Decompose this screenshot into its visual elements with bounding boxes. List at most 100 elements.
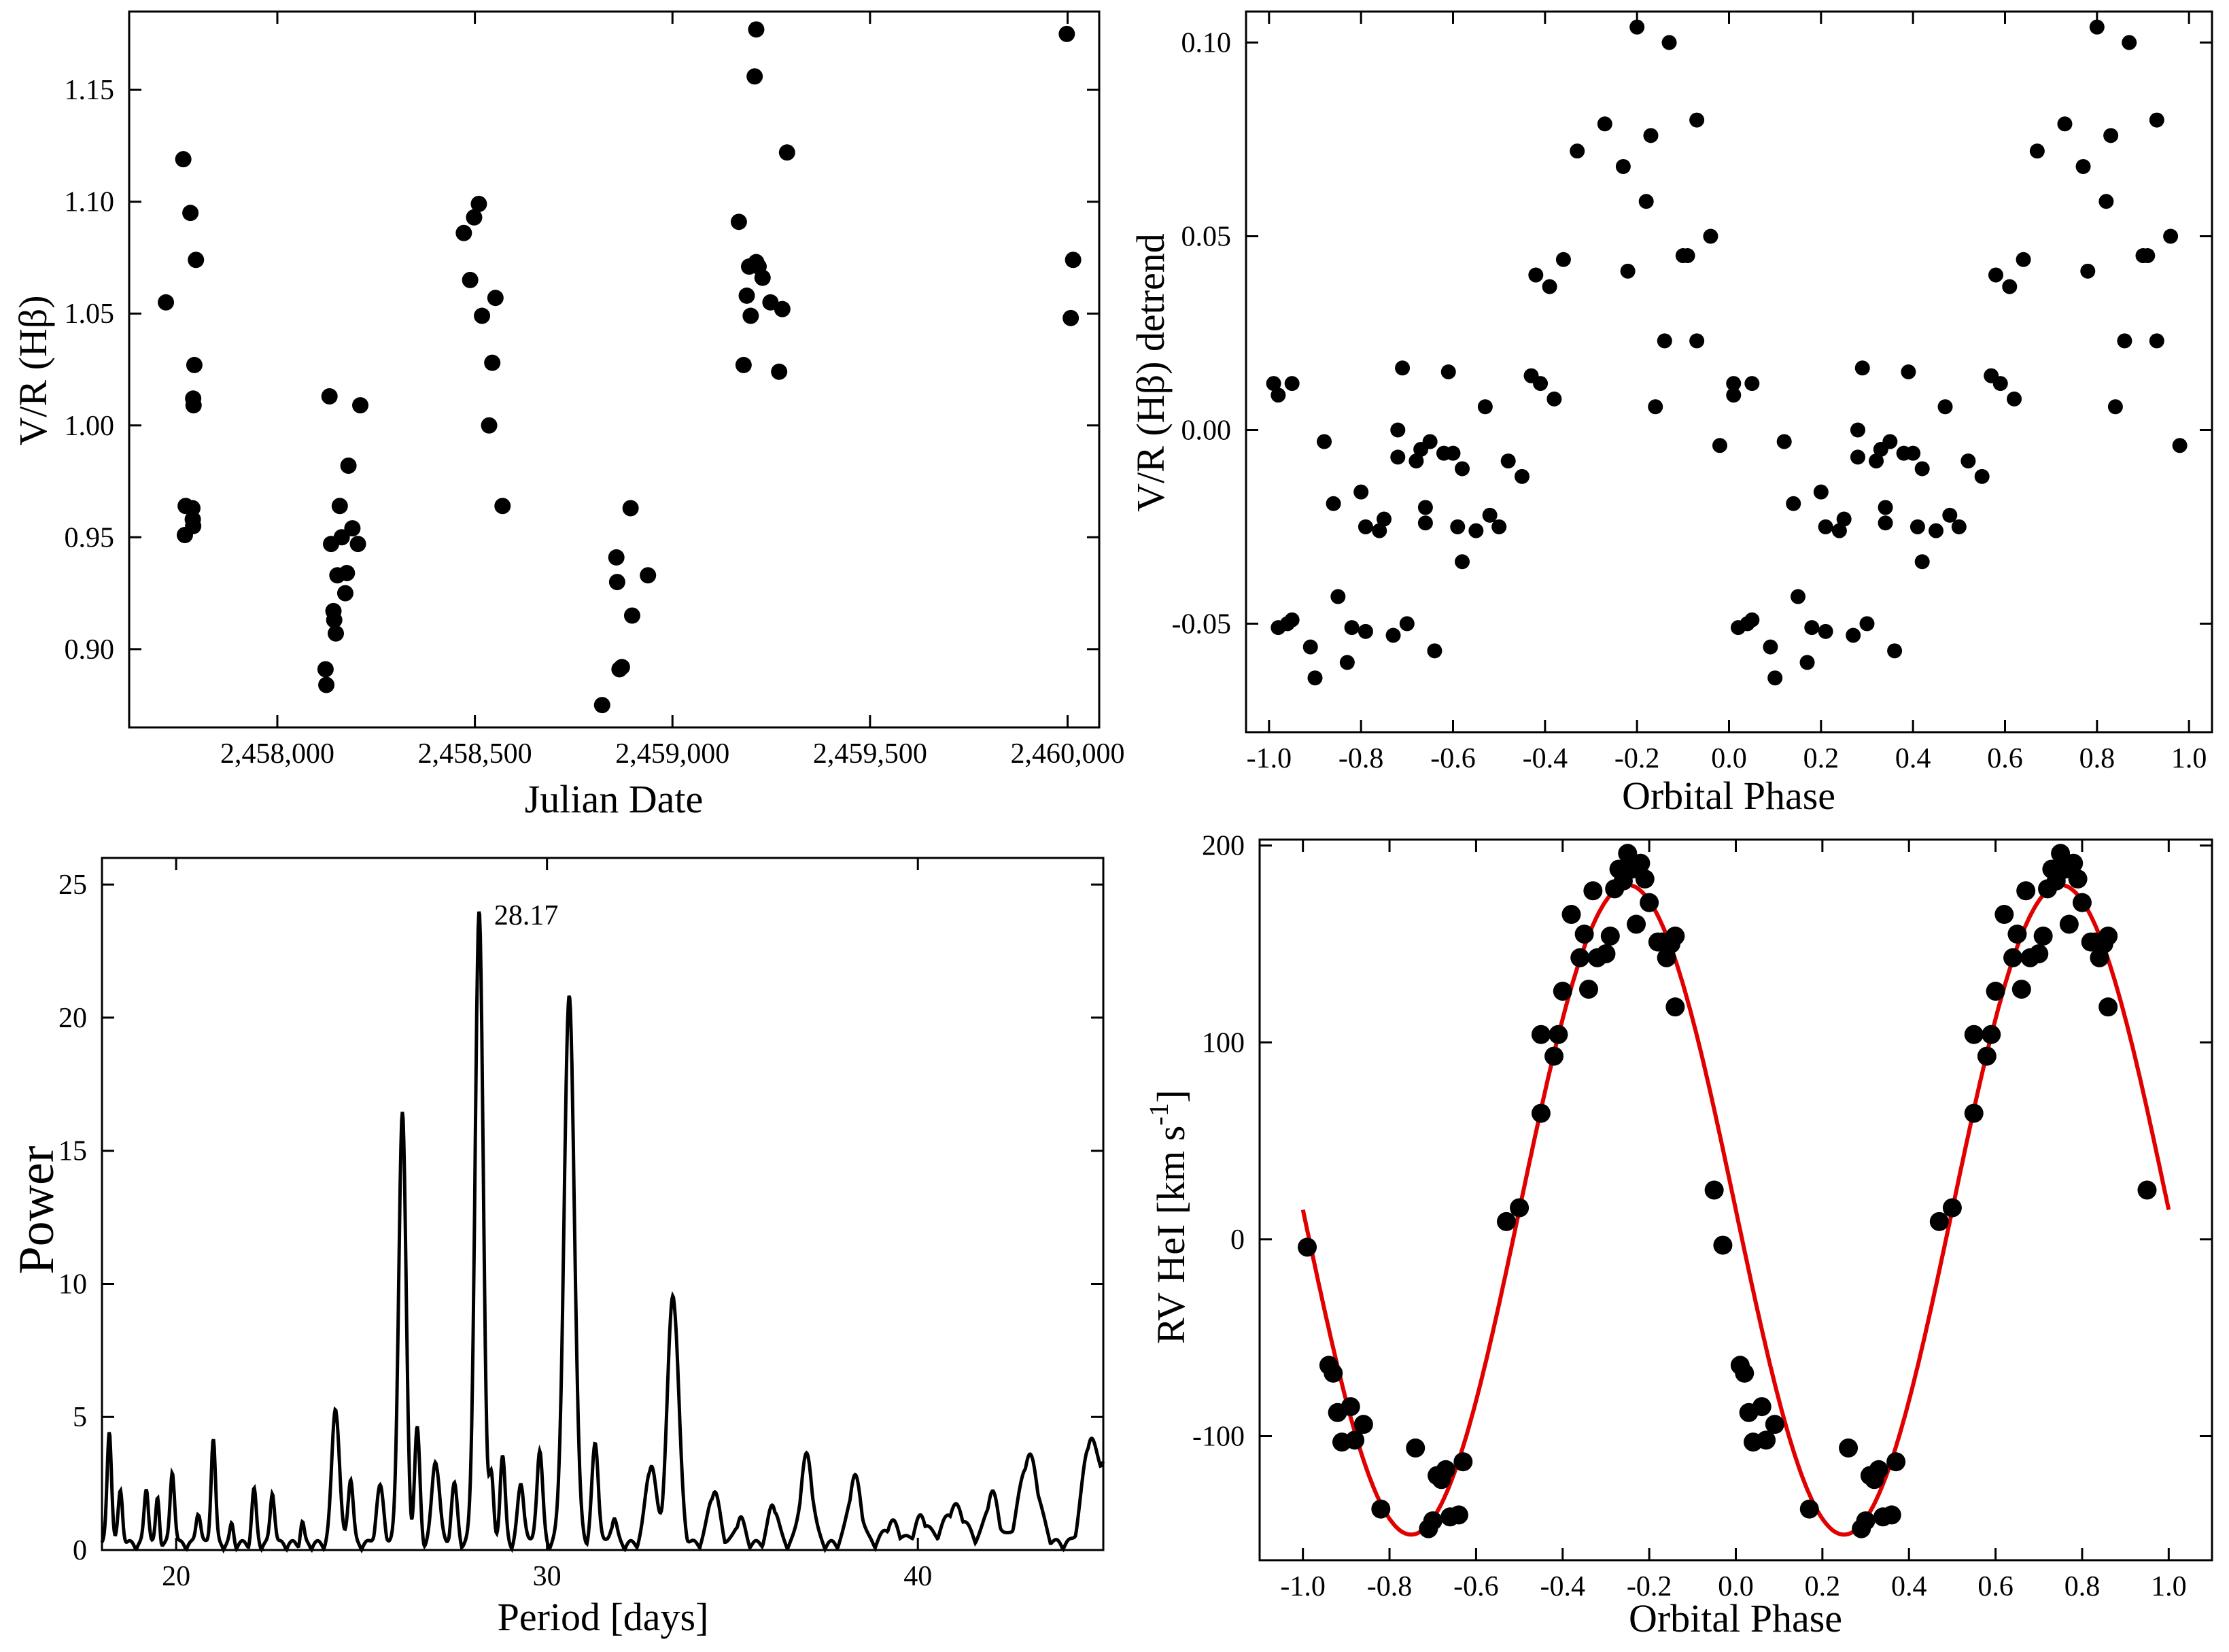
p2-data-point	[1726, 376, 1742, 392]
p2-data-point	[1887, 643, 1903, 659]
p2-data-point	[1358, 519, 1373, 534]
p4-y-tick-label: 100	[1202, 1027, 1245, 1059]
p2-data-point	[1317, 434, 1332, 449]
p1-data-point	[462, 271, 479, 288]
p2-data-point	[1937, 399, 1953, 415]
p4-data-point	[1561, 905, 1581, 925]
p2-data-point	[1542, 279, 1557, 294]
p3-x-tick-label: 30	[533, 1561, 561, 1592]
p4-data-point	[1496, 1211, 1516, 1231]
p1-data-point	[158, 294, 175, 311]
p4-data-point	[1929, 1211, 1949, 1231]
p4-data-point	[2064, 853, 2084, 873]
p2-data-point	[1344, 620, 1360, 636]
p1-data-point	[331, 498, 348, 515]
p2-data-point	[1409, 453, 1424, 469]
p2-data-point	[1776, 434, 1792, 449]
p4-data-point	[1600, 926, 1620, 946]
p1-data-point	[328, 625, 345, 642]
p2-data-point	[2080, 263, 2096, 279]
p2-data-point	[1500, 453, 1516, 469]
p4-data-point	[2068, 869, 2088, 889]
p4-x-tick-label: 0.4	[1891, 1571, 1927, 1602]
p1-y-tick-label: 1.10	[65, 187, 115, 218]
p2-data-point	[1878, 515, 1893, 531]
p2-data-point	[1942, 507, 1958, 523]
p1-y-axis-label: V/R (Hβ)	[11, 295, 55, 445]
p2-data-point	[1358, 623, 1373, 639]
p4-data-point	[1553, 982, 1572, 1001]
p4-data-point	[2098, 997, 2118, 1017]
p2-data-point	[2029, 143, 2045, 159]
p2-ticks: -1.0 -0.8 -0.6 -0.4 -0.2 0.0 0.2 0.4 0.6 0.8 1.0 -0…	[1172, 12, 2212, 774]
p4-x-tick-label: 0.6	[1977, 1571, 2014, 1602]
p2-data-point	[1353, 484, 1369, 500]
p1-y-tick-label: 0.90	[65, 634, 115, 666]
p4-x-tick-label: -0.4	[1540, 1571, 1586, 1602]
p2-data-point	[1988, 267, 2003, 283]
p4-data-point	[1423, 1511, 1442, 1531]
p2-x-tick-label: 0.8	[2079, 743, 2115, 774]
p2-data-point	[1786, 496, 1801, 511]
p2-data-point	[1992, 376, 2008, 392]
p2-data-point	[1804, 620, 1820, 636]
p4-data-point	[1665, 997, 1685, 1017]
p2-data-point	[1960, 453, 1976, 469]
p2-y-tick-label: 0.00	[1181, 415, 1232, 446]
p4-data-point	[1341, 1397, 1360, 1417]
p2-data-point	[1422, 434, 1438, 449]
p4-data-point	[1986, 982, 2005, 1001]
p2-data-point	[1427, 643, 1442, 659]
p2-data-point	[1302, 639, 1318, 655]
p4-data-point	[2011, 980, 2031, 999]
p2-x-tick-label: -0.4	[1523, 743, 1568, 774]
panel-vr-detrend-vs-phase: -1.0 -0.8 -0.6 -0.4 -0.2 0.0 0.2 0.4 0.6 0.8 1.0 -0…	[1128, 10, 2213, 818]
p1-data-point	[336, 585, 353, 602]
p1-data-point	[344, 520, 361, 537]
p2-data-point	[1813, 484, 1829, 500]
p2-y-tick-label: 0.10	[1181, 28, 1232, 59]
p2-data-point	[2057, 116, 2073, 132]
p1-data-point	[730, 213, 747, 230]
p1-data-point	[608, 574, 625, 591]
p4-data-point	[1856, 1511, 1876, 1531]
p1-data-point	[484, 354, 501, 371]
p2-data-point	[2103, 128, 2119, 143]
p1-x-tick-label: 2,458,500	[418, 738, 532, 770]
p1-data-point	[762, 294, 779, 311]
p2-data-point	[1271, 388, 1286, 403]
p2-x-tick-label: 0.0	[1711, 743, 1747, 774]
p4-fit-curve	[1300, 882, 2171, 1537]
p2-data-point	[2117, 333, 2132, 349]
p4-data-point	[1627, 914, 1646, 934]
p1-data-point	[175, 151, 192, 168]
p1-data-point	[481, 417, 498, 434]
p4-data-point	[1964, 1103, 1984, 1123]
p2-data-point	[1491, 519, 1507, 534]
p1-y-tick-label: 1.00	[65, 411, 115, 442]
p4-data-point	[2059, 914, 2079, 934]
p2-data-point	[1417, 500, 1433, 515]
p1-data-point	[494, 498, 511, 515]
p2-data-point	[1266, 376, 1281, 392]
p3-y-tick-label: 0	[73, 1535, 87, 1566]
p2-data-point	[1533, 376, 1549, 392]
p2-data-point	[1744, 376, 1760, 392]
p3-peak-annotation: 28.17	[494, 900, 559, 931]
panel-vr-vs-julian-date: 2,458,000 2,458,500 2,459,000 2,459,500 2,46…	[11, 10, 1124, 821]
p1-data-point	[622, 500, 639, 517]
p1-x-tick-label: 2,458,000	[220, 738, 334, 770]
p2-data-point	[1399, 616, 1415, 632]
p4-data-point	[1982, 1025, 2001, 1044]
p3-x-axis-label: Period [days]	[498, 1595, 709, 1639]
p4-data-point	[1574, 925, 1594, 944]
p4-x-tick-label: -1.0	[1280, 1571, 1326, 1602]
p2-data-point	[1859, 616, 1875, 632]
p2-data-point	[1390, 449, 1406, 465]
p1-axes-frame	[128, 10, 1101, 729]
p2-data-point	[2122, 35, 2137, 50]
p2-data-point	[2016, 252, 2031, 267]
p2-data-point	[1712, 438, 1727, 453]
p2-data-point	[1657, 333, 1672, 349]
